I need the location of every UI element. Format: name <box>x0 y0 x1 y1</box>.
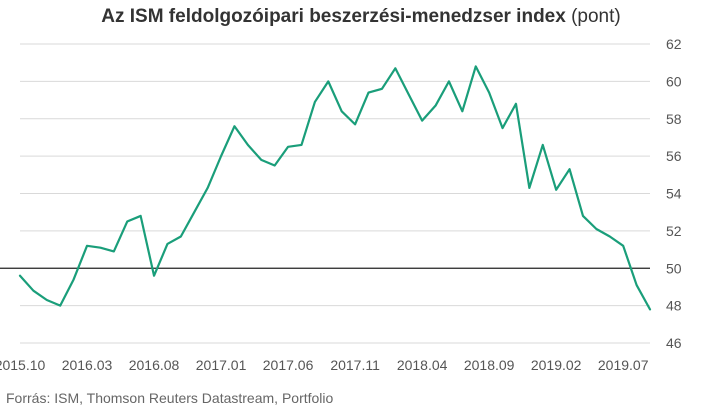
x-tick-label-2017.11: 2017.11 <box>330 357 380 373</box>
chart-title-main: Az ISM feldolgozóipari beszerzési-menedz… <box>101 6 566 27</box>
data-point <box>31 288 36 293</box>
data-point <box>473 64 478 69</box>
data-point <box>353 122 358 127</box>
x-tick-label-2016.08: 2016.08 <box>129 357 180 373</box>
data-point <box>18 273 23 278</box>
data-point <box>85 243 90 248</box>
x-tick-label-2019.07: 2019.07 <box>598 357 649 373</box>
data-point <box>299 142 304 147</box>
data-point <box>259 157 264 162</box>
data-point <box>326 79 331 84</box>
y-tick-label-48: 48 <box>666 298 682 314</box>
data-point <box>366 90 371 95</box>
data-point <box>219 154 224 159</box>
data-point <box>420 118 425 123</box>
x-tick-label-2019.02: 2019.02 <box>531 357 582 373</box>
gridlines <box>20 43 650 344</box>
data-point <box>205 185 210 190</box>
data-point <box>111 249 116 254</box>
x-tick-label-2017.06: 2017.06 <box>263 357 314 373</box>
data-point <box>433 103 438 108</box>
data-point <box>272 163 277 168</box>
data-point <box>554 187 559 192</box>
data-point <box>286 144 291 149</box>
y-tick-label-54: 54 <box>666 186 682 202</box>
data-point <box>44 298 49 303</box>
data-point <box>487 90 492 95</box>
data-point <box>245 142 250 147</box>
x-tick-label-2018.09: 2018.09 <box>464 357 515 373</box>
data-point <box>58 303 63 308</box>
data-point <box>513 101 518 106</box>
y-tick-label-60: 60 <box>666 73 682 89</box>
data-point <box>446 79 451 84</box>
x-tick-label-2018.04: 2018.04 <box>397 357 448 373</box>
chart-title-unit: (pont) <box>571 6 621 27</box>
data-point <box>594 227 599 232</box>
x-tick-label-2017.01: 2017.01 <box>196 357 247 373</box>
data-point <box>648 307 653 312</box>
data-point <box>138 213 143 218</box>
y-tick-label-62: 62 <box>666 36 682 52</box>
data-point <box>567 167 572 172</box>
data-point <box>98 245 103 250</box>
data-point <box>580 213 585 218</box>
data-point <box>192 210 197 215</box>
source-note: Forrás: ISM, Thomson Reuters Datastream,… <box>6 390 334 406</box>
data-point <box>71 277 76 282</box>
data-point <box>125 219 130 224</box>
data-point <box>178 234 183 239</box>
y-tick-label-50: 50 <box>666 260 682 276</box>
y-tick-labels: 46 48 50 52 54 56 58 60 62 <box>666 36 682 351</box>
data-point <box>232 124 237 129</box>
data-point <box>634 283 639 288</box>
data-point <box>152 273 157 278</box>
data-point <box>312 99 317 104</box>
data-point <box>165 241 170 246</box>
data-point <box>527 185 532 190</box>
y-tick-label-52: 52 <box>666 223 682 239</box>
data-point <box>460 109 465 114</box>
y-tick-label-58: 58 <box>666 111 682 127</box>
chart-title: Az ISM feldolgozóipari beszerzési-menedz… <box>0 6 722 28</box>
data-point <box>379 86 384 91</box>
series-group <box>18 64 653 312</box>
y-tick-label-56: 56 <box>666 148 682 164</box>
data-point <box>406 92 411 97</box>
data-point <box>607 234 612 239</box>
data-point <box>500 126 505 131</box>
data-point <box>339 109 344 114</box>
x-tick-label-2016.03: 2016.03 <box>62 357 113 373</box>
y-tick-label-46: 46 <box>666 335 682 351</box>
data-point <box>540 142 545 147</box>
data-point <box>393 66 398 71</box>
series-line <box>18 65 652 311</box>
data-point <box>621 243 626 248</box>
